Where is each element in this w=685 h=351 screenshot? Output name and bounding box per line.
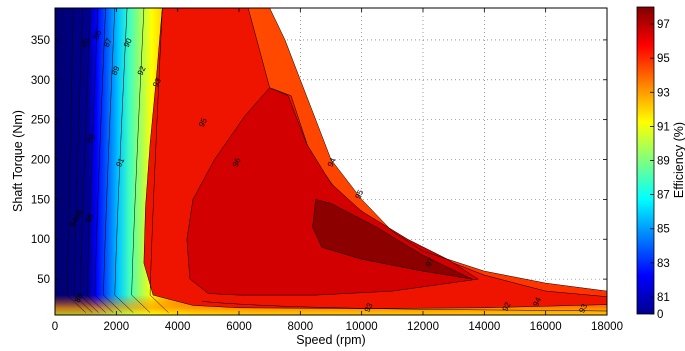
colorbar-tick-label: 83: [657, 258, 670, 270]
contour-label: 88: [73, 292, 85, 304]
efficiency-region-98: [312, 199, 473, 280]
x-tick-label: 12000: [407, 321, 439, 333]
contour-label: 86: [91, 28, 103, 40]
contour-lines: [55, 8, 607, 315]
x-tick-label: 8000: [288, 321, 314, 333]
y-tick-label: 350: [31, 35, 50, 47]
y-tick-label: 200: [31, 155, 50, 167]
colorbar-ticks: 0 81 83 85 87 89 91 93 95 97: [650, 19, 670, 321]
x-tick-label: 18000: [591, 321, 623, 333]
y-tick-label: 300: [31, 75, 50, 87]
contour-label: 89: [110, 64, 122, 76]
contour-line: [86, 8, 106, 313]
x-tick-label: 16000: [530, 321, 562, 333]
contour-label: 86: [73, 208, 85, 220]
colorbar-tick-label: 93: [657, 87, 670, 99]
contour-line: [79, 8, 99, 313]
contour-label: 94: [531, 296, 543, 308]
contour-line: [131, 8, 151, 313]
contour-label: 92: [501, 300, 513, 312]
contour-line: [94, 8, 114, 313]
contour-line: [202, 301, 607, 312]
x-axis-ticks: 0 2000 4000 6000 8000 10000 12000 14000 16000 180…: [52, 8, 623, 333]
y-tick-label: 50: [37, 274, 50, 286]
contour-label: 95: [197, 116, 209, 128]
contour-label: 85: [79, 36, 91, 48]
contour-label: 84: [68, 216, 80, 228]
contour-line: [73, 8, 93, 313]
envelope-outline: [55, 8, 607, 315]
contour-fills: [55, 8, 607, 315]
y-tick-label: 250: [31, 115, 50, 127]
contour-label: 88: [84, 212, 96, 224]
y-tick-label: 100: [31, 234, 50, 246]
contour-label: 97: [424, 256, 436, 268]
x-tick-label: 10000: [346, 321, 378, 333]
colorbar-tick-label: 81: [657, 292, 670, 304]
contour-label: 94: [326, 156, 338, 168]
x-tick-label: 2000: [104, 321, 130, 333]
contour-label: 96: [231, 156, 243, 168]
contour-label: 95: [353, 188, 365, 200]
x-tick-label: 6000: [226, 321, 252, 333]
efficiency-region-97: [186, 87, 479, 296]
contour-label: 91: [114, 156, 126, 168]
y-tick-label: 150: [31, 194, 50, 206]
contour-label: 90: [122, 36, 134, 48]
colorbar-title: Efficiency (%): [672, 122, 685, 198]
colorbar-tick-label: 95: [657, 53, 670, 65]
contour-label: 93: [151, 76, 163, 88]
x-tick-label: 14000: [468, 321, 500, 333]
plot-frame: [54, 7, 608, 316]
colorbar-tick-label: 0: [657, 309, 663, 321]
contour-label: 93: [363, 301, 375, 313]
x-tick-label: 0: [52, 321, 58, 333]
colorbar-tick-label: 91: [657, 121, 670, 133]
colorbar-tick-label: 87: [657, 190, 670, 202]
contour-line: [149, 8, 169, 313]
colorbar-tick-label: 97: [657, 19, 670, 31]
contour-line: [103, 8, 123, 313]
x-tick-label: 4000: [165, 321, 191, 333]
x-axis-title: Speed (rpm): [296, 333, 365, 347]
contour-label: 87: [102, 36, 114, 48]
y-axis-ticks: 50 100 150 200 250 300 350: [31, 35, 607, 286]
colorbar-tick-label: 89: [657, 156, 670, 168]
contour-label: 93: [577, 302, 589, 314]
colorbar-tick-label: 85: [657, 224, 670, 236]
contour-line: [114, 8, 134, 313]
contour-label: 92: [136, 64, 148, 76]
y-axis-title: Shaft Torque (Nm): [11, 110, 25, 212]
contour-label: 88: [85, 132, 97, 144]
